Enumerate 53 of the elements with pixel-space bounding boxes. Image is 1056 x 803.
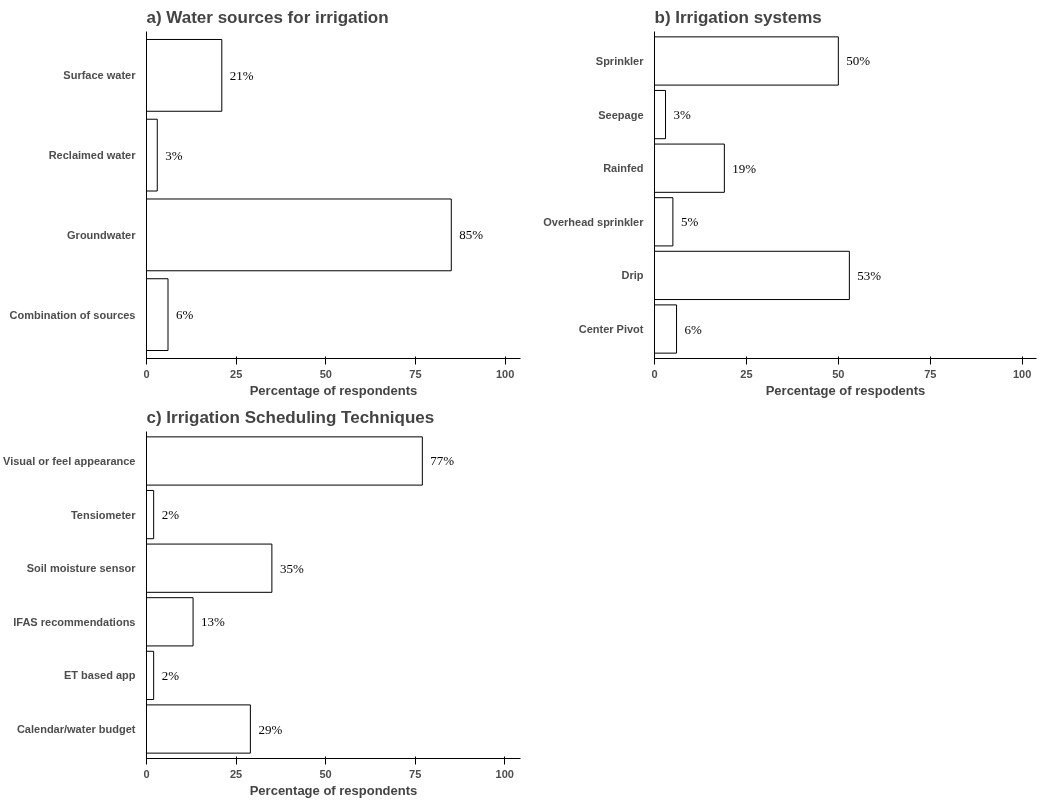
y-tick-label: Tensiometer [70, 508, 137, 521]
data-label: 3% [673, 107, 692, 123]
y-tick-label: Sprinkler [595, 54, 645, 67]
y-tick-label: IFAS recommendations [13, 615, 136, 628]
data-label: 6% [684, 321, 703, 337]
x-tick-label: 75 [924, 367, 937, 380]
x-tick-label: 50 [319, 367, 332, 380]
chart-title: a) Water sources for irrigation [146, 7, 389, 27]
y-tick-label: Overhead sprinkler [543, 215, 645, 228]
data-label: 85% [459, 227, 484, 243]
x-tick-label: 100 [495, 367, 515, 380]
x-tick-label: 50 [832, 367, 845, 380]
x-axis-title: Percentage of respodents [765, 382, 926, 398]
y-tick-label: Drip [621, 269, 644, 282]
data-label: 50% [846, 53, 871, 69]
x-tick-label: 50 [319, 767, 332, 780]
data-label: 6% [176, 307, 194, 323]
x-tick-label: 0 [651, 367, 658, 380]
x-tick-label: 100 [495, 767, 514, 780]
x-tick-label: 0 [143, 367, 150, 380]
x-axis-title: Percentage of respondents [249, 782, 418, 798]
y-tick-label: Rainfed [603, 162, 644, 175]
data-label: 2% [161, 507, 180, 523]
data-label: 13% [201, 614, 226, 630]
chart-title: c) Irrigation Scheduling Techniques [146, 407, 435, 427]
data-label: 5% [680, 214, 699, 230]
data-label: 77% [430, 453, 455, 469]
data-label: 19% [732, 160, 757, 176]
data-label: 3% [165, 147, 183, 163]
x-tick-label: 75 [409, 767, 422, 780]
x-tick-label: 25 [740, 367, 753, 380]
data-label: 53% [857, 267, 882, 283]
y-tick-label: Surface water [63, 69, 137, 82]
data-label: 35% [279, 560, 304, 576]
data-label: 21% [229, 67, 254, 83]
y-tick-label: Reclaimed water [48, 149, 137, 162]
y-tick-label: Groundwater [67, 228, 137, 241]
x-tick-label: 0 [143, 767, 150, 780]
data-label: 29% [258, 721, 283, 737]
chart-title: b) Irrigation systems [654, 7, 822, 27]
x-tick-label: 100 [1012, 367, 1032, 380]
x-tick-label: 25 [229, 767, 243, 780]
x-tick-label: 75 [409, 367, 422, 380]
y-tick-label: Seepage [598, 108, 644, 121]
x-tick-label: 25 [230, 367, 243, 380]
y-tick-label: Visual or feel appearance [3, 454, 136, 467]
x-axis-title: Percentage of respondents [249, 382, 418, 398]
y-tick-label: Center Pivot [578, 323, 644, 336]
y-tick-label: Calendar/water budget [16, 723, 136, 736]
y-tick-label: Soil moisture sensor [26, 562, 137, 575]
y-tick-label: Combination of sources [9, 308, 136, 321]
data-label: 2% [161, 667, 180, 683]
y-tick-label: ET based app [63, 669, 136, 682]
